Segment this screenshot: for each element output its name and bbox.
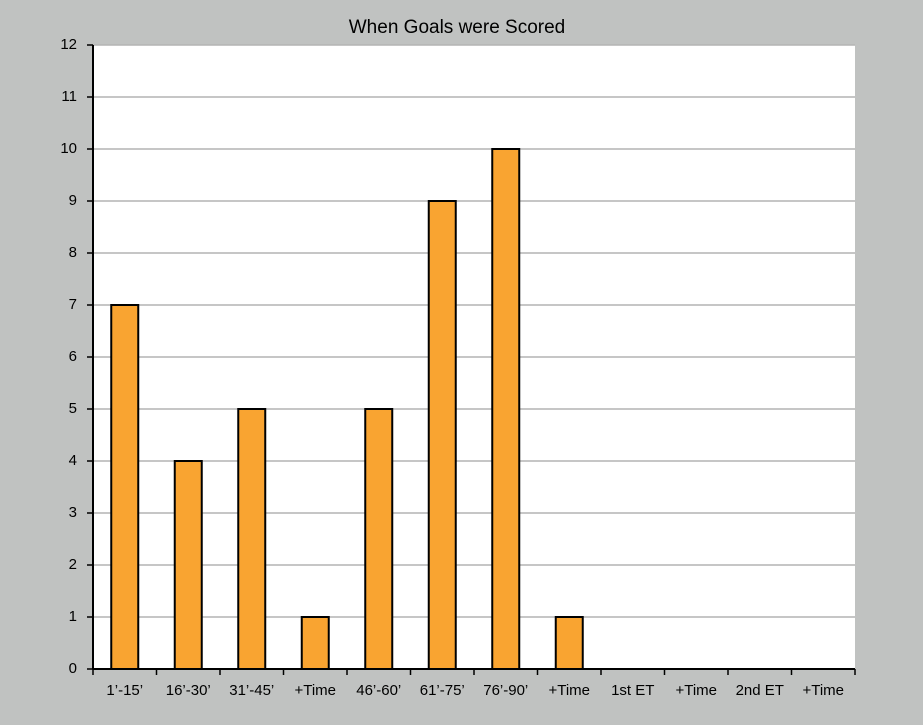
y-tick-label: 7 [69,296,77,313]
x-tick-label: 2nd ET [736,682,784,699]
y-tick-label: 6 [69,348,77,365]
y-tick-label: 3 [69,504,77,521]
x-tick-label: 1’-15’ [106,682,143,699]
y-tick-label: 9 [69,192,77,209]
y-tick-label: 2 [69,556,77,573]
bar [110,304,140,670]
x-tick-label: 46’-60’ [356,682,401,699]
x-tick-label: 76’-90’ [483,682,528,699]
bar [300,616,330,670]
bar [237,408,267,670]
y-tick-label: 1 [69,608,77,625]
y-tick-label: 10 [60,140,77,157]
bar [173,460,203,670]
y-tick-label: 11 [61,88,77,105]
y-tick-label: 5 [69,400,77,417]
x-tick-label: 1st ET [611,682,654,699]
y-tick-label: 8 [69,244,77,261]
x-tick-label: 61’-75’ [420,682,465,699]
chart-title: When Goals were Scored [349,17,566,38]
x-tick-label: +Time [675,682,717,699]
x-tick-label: 31’-45’ [229,682,274,699]
x-tick-label: +Time [294,682,336,699]
bar [554,616,584,670]
y-tick-label: 4 [69,452,77,469]
x-tick-label: 16’-30’ [166,682,211,699]
y-tick-label: 12 [60,36,77,53]
bar [491,148,521,670]
x-tick-label: +Time [802,682,844,699]
bar [427,200,457,670]
bar [364,408,394,670]
y-tick-label: 0 [69,660,77,677]
x-tick-label: +Time [548,682,590,699]
